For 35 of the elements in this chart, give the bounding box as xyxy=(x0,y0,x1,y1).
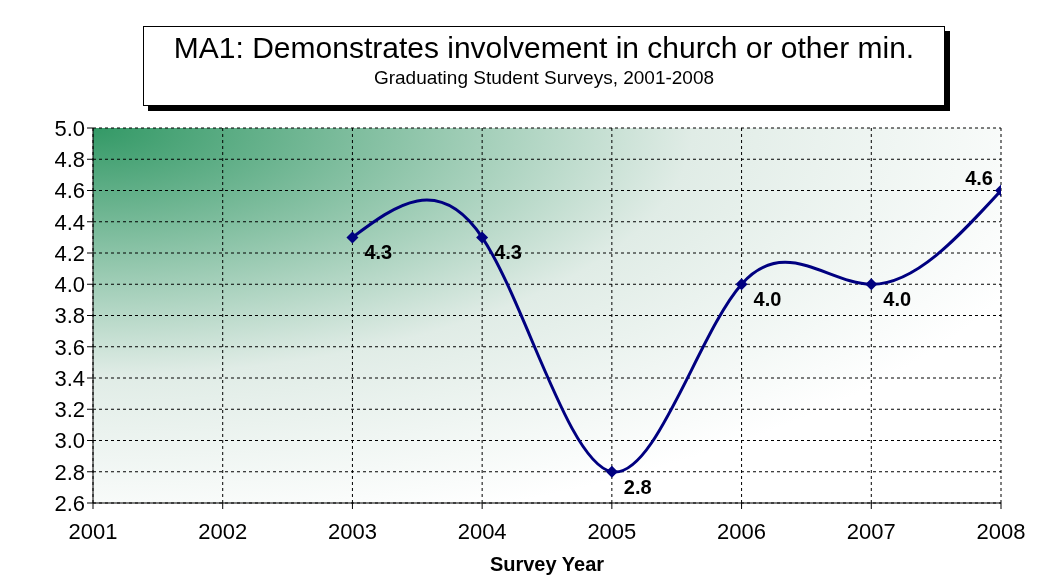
x-tick-label: 2002 xyxy=(198,518,248,544)
y-tick-label: 4.8 xyxy=(54,147,85,173)
x-tick-label: 2006 xyxy=(717,518,767,544)
y-tick-label: 4.0 xyxy=(54,272,85,298)
data-label: 4.3 xyxy=(494,241,522,264)
data-label: 4.0 xyxy=(883,288,912,311)
y-tick-label: 2.6 xyxy=(54,490,85,516)
x-tick-label: 2001 xyxy=(68,518,118,544)
y-tick-label: 3.8 xyxy=(54,303,85,329)
y-tick-label: 2.8 xyxy=(54,459,85,485)
x-tick-label: 2005 xyxy=(587,518,637,544)
y-tick-label: 4.2 xyxy=(54,240,85,266)
x-tick-label: 2007 xyxy=(846,518,896,544)
y-tick-label: 4.6 xyxy=(54,178,85,204)
data-label: 4.3 xyxy=(364,241,393,264)
point xyxy=(476,231,489,244)
data-label: 4.0 xyxy=(753,288,782,311)
point xyxy=(735,278,748,291)
chart-subtitle: Graduating Student Surveys, 2001-2008 xyxy=(372,67,716,89)
x-tick-label: 2003 xyxy=(327,518,377,544)
point xyxy=(346,231,359,244)
y-tick-label: 3.6 xyxy=(54,334,85,360)
x-tick-label: 2004 xyxy=(457,518,507,544)
y-tick-label: 4.4 xyxy=(54,209,85,235)
point xyxy=(865,278,878,291)
chart-title: MA1: Demonstrates involvement in church or other min. xyxy=(172,31,916,65)
data-label: 4.6 xyxy=(965,166,993,189)
y-tick-label: 3.0 xyxy=(54,428,85,454)
y-tick-label: 3.4 xyxy=(54,365,85,391)
point xyxy=(605,465,618,478)
x-tick-label: 2008 xyxy=(976,518,1026,544)
y-tick-label: 3.2 xyxy=(54,397,85,423)
x-axis-title: Survey Year xyxy=(489,553,605,575)
y-tick-label: 5.0 xyxy=(54,115,85,141)
data-label: 2.8 xyxy=(623,475,652,498)
